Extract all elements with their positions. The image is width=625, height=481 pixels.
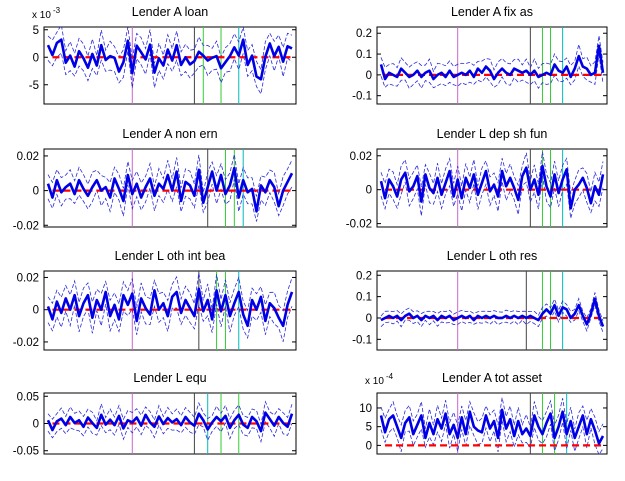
y-tick-label: 10 [359, 403, 372, 415]
subplot-8: 10 5 0 x 10 -4 Lender A tot asset [359, 371, 608, 455]
y-tick-label: 0.05 [17, 391, 39, 403]
y-tick-label: -0.02 [346, 219, 372, 231]
plot-area [379, 149, 605, 227]
plot-area [379, 27, 605, 104]
subplot-1: 5 0 -5 x 10 -3 Lender A loan [29, 5, 297, 105]
subplot-5: 0.02 0 -0.02 Lender L oth int bea [13, 249, 297, 351]
axis-exponent: x 10 [32, 10, 51, 21]
lower-band [380, 54, 604, 90]
subplot-3: 0.02 0 -0.02 Lender A non ern [13, 127, 297, 232]
lower-band [380, 303, 604, 333]
axes-frame [43, 148, 297, 228]
y-tick-label: 0.02 [17, 272, 39, 284]
upper-band [380, 151, 604, 194]
y-tick-label: -5 [29, 80, 39, 92]
response-line [379, 408, 605, 445]
axes-frame [43, 26, 297, 105]
response-line [46, 411, 294, 433]
response-line [46, 38, 293, 81]
y-tick-label: 0 [366, 313, 372, 325]
subplot-6: 0.2 0.1 0 -0.1 Lender L oth res [352, 249, 608, 351]
axis-exponent-power: -4 [386, 372, 394, 381]
y-tick-label: 0 [33, 52, 39, 64]
subplot-title: Lender L oth res [447, 249, 538, 263]
upper-band [380, 397, 604, 433]
upper-band [47, 27, 293, 71]
y-tick-label: 0 [366, 440, 372, 452]
response-line [46, 166, 294, 213]
lower-band [380, 419, 604, 454]
lower-band [47, 179, 293, 222]
subplot-title: Lender A fix as [451, 5, 533, 19]
subplot-title: Lender A non ern [122, 127, 217, 141]
plot-area [46, 149, 294, 227]
upper-band [380, 35, 604, 73]
subplot-2: 0.2 0.1 0 -0.1 Lender A fix as [352, 5, 608, 105]
plot-area [380, 271, 605, 350]
response-line [379, 164, 605, 210]
axes-frame [376, 270, 608, 351]
y-tick-label: 5 [33, 25, 39, 37]
y-tick-label: 0.1 [356, 292, 372, 304]
y-tick-label: 0.02 [350, 151, 372, 163]
subplot-7: 0.05 0 -0.05 Lender L equ [13, 371, 297, 458]
y-tick-label: 0.02 [17, 151, 39, 163]
plot-area [379, 393, 605, 454]
subplot-title: Lender L equ [133, 371, 206, 385]
response-line [380, 297, 605, 327]
y-tick-label: 0.2 [356, 270, 372, 282]
y-tick-label: 0.2 [356, 28, 372, 40]
subplot-title: Lender A loan [132, 5, 209, 19]
y-tick-label: -0.05 [13, 446, 39, 458]
y-tick-label: 0.1 [356, 49, 372, 61]
lower-band [380, 175, 604, 219]
y-tick-label: -0.02 [13, 337, 39, 349]
y-tick-label: -0.1 [352, 334, 372, 346]
lower-band [47, 303, 293, 342]
response-line [46, 287, 294, 328]
lower-band [47, 50, 293, 95]
axis-exponent: x 10 [365, 376, 384, 387]
axis-exponent-power: -3 [53, 6, 61, 15]
response-line [379, 44, 605, 81]
subplot-title: Lender L oth int bea [115, 249, 226, 263]
subplot-title: Lender L dep sh fun [437, 127, 548, 141]
y-tick-label: -0.1 [352, 91, 372, 103]
y-tick-label: -0.02 [13, 220, 39, 232]
plot-area [46, 393, 294, 454]
y-tick-label: 0 [33, 186, 39, 198]
y-tick-label: 5 [366, 422, 372, 434]
plot-area [46, 27, 293, 104]
y-tick-label: 0 [366, 185, 372, 197]
lower-band [47, 421, 293, 444]
subplot-title: Lender A tot asset [442, 371, 543, 385]
upper-band [47, 272, 293, 312]
subplot-4: 0.02 0 -0.02 Lender L dep sh fun [346, 127, 608, 231]
plot-area [46, 271, 294, 350]
y-tick-label: 0 [33, 305, 39, 317]
upper-band [380, 292, 604, 321]
upper-band [47, 154, 293, 197]
y-tick-label: 0 [33, 419, 39, 431]
y-tick-label: 0 [366, 70, 372, 82]
